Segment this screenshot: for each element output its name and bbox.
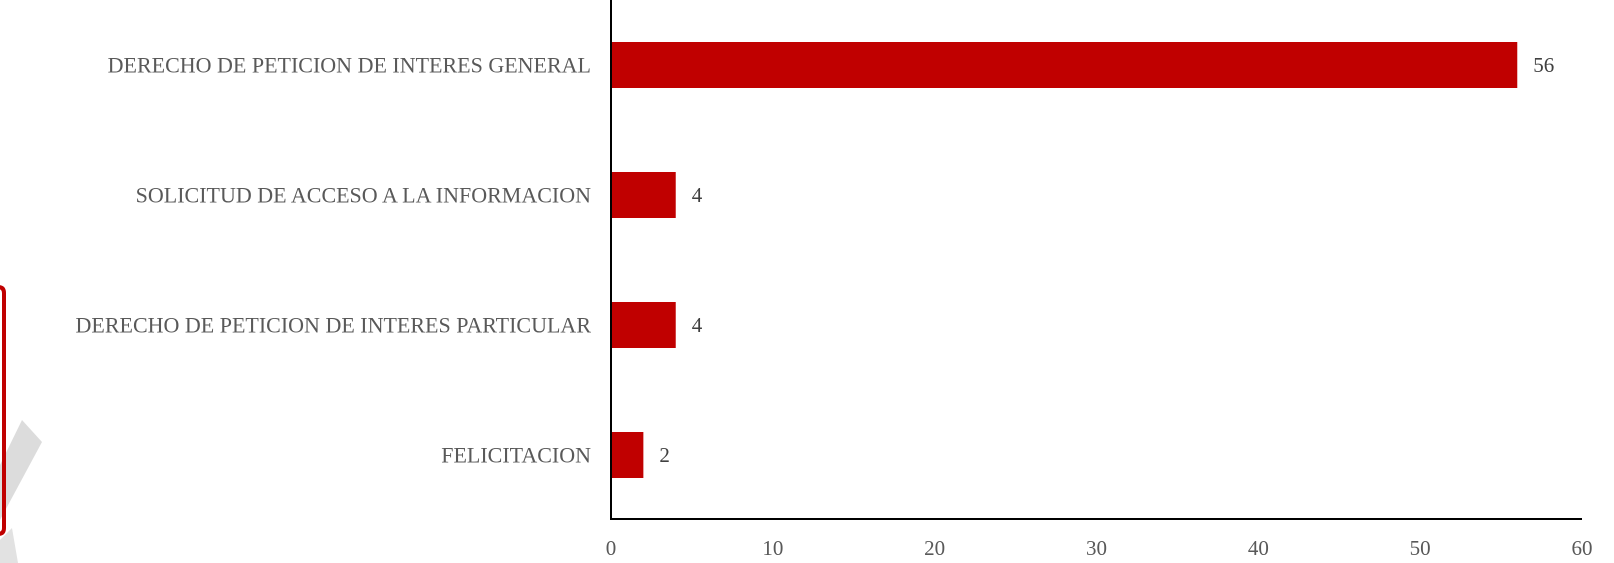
bar <box>611 172 676 218</box>
bars-group <box>611 42 1518 478</box>
data-label: 56 <box>1533 53 1554 77</box>
x-tick-label: 40 <box>1248 536 1269 560</box>
bar <box>611 302 676 348</box>
data-labels-group: 56 4 4 2 <box>659 53 1554 467</box>
x-tick-labels-group: 0 10 20 30 40 50 60 <box>606 536 1593 560</box>
bar <box>611 42 1518 88</box>
data-label: 4 <box>692 183 703 207</box>
x-tick-label: 0 <box>606 536 617 560</box>
x-tick-label: 50 <box>1410 536 1431 560</box>
x-tick-label: 20 <box>924 536 945 560</box>
category-label: DERECHO DE PETICION DE INTERES GENERAL <box>108 53 591 78</box>
left-panel-border <box>0 285 6 536</box>
data-label: 2 <box>659 443 670 467</box>
data-label: 4 <box>692 313 703 337</box>
watermark-shape-lower <box>0 528 18 563</box>
bar <box>611 432 644 478</box>
x-tick-label: 30 <box>1086 536 1107 560</box>
x-tick-label: 60 <box>1572 536 1593 560</box>
category-label: DERECHO DE PETICION DE INTERES PARTICULA… <box>76 313 592 338</box>
category-labels-group: DERECHO DE PETICION DE INTERES GENERAL SO… <box>76 53 592 468</box>
category-label: FELICITACION <box>441 443 591 468</box>
background-decoration <box>0 285 42 563</box>
x-tick-label: 10 <box>762 536 783 560</box>
category-label: SOLICITUD DE ACCESO A LA INFORMACION <box>136 183 591 208</box>
watermark-shape <box>0 420 42 520</box>
